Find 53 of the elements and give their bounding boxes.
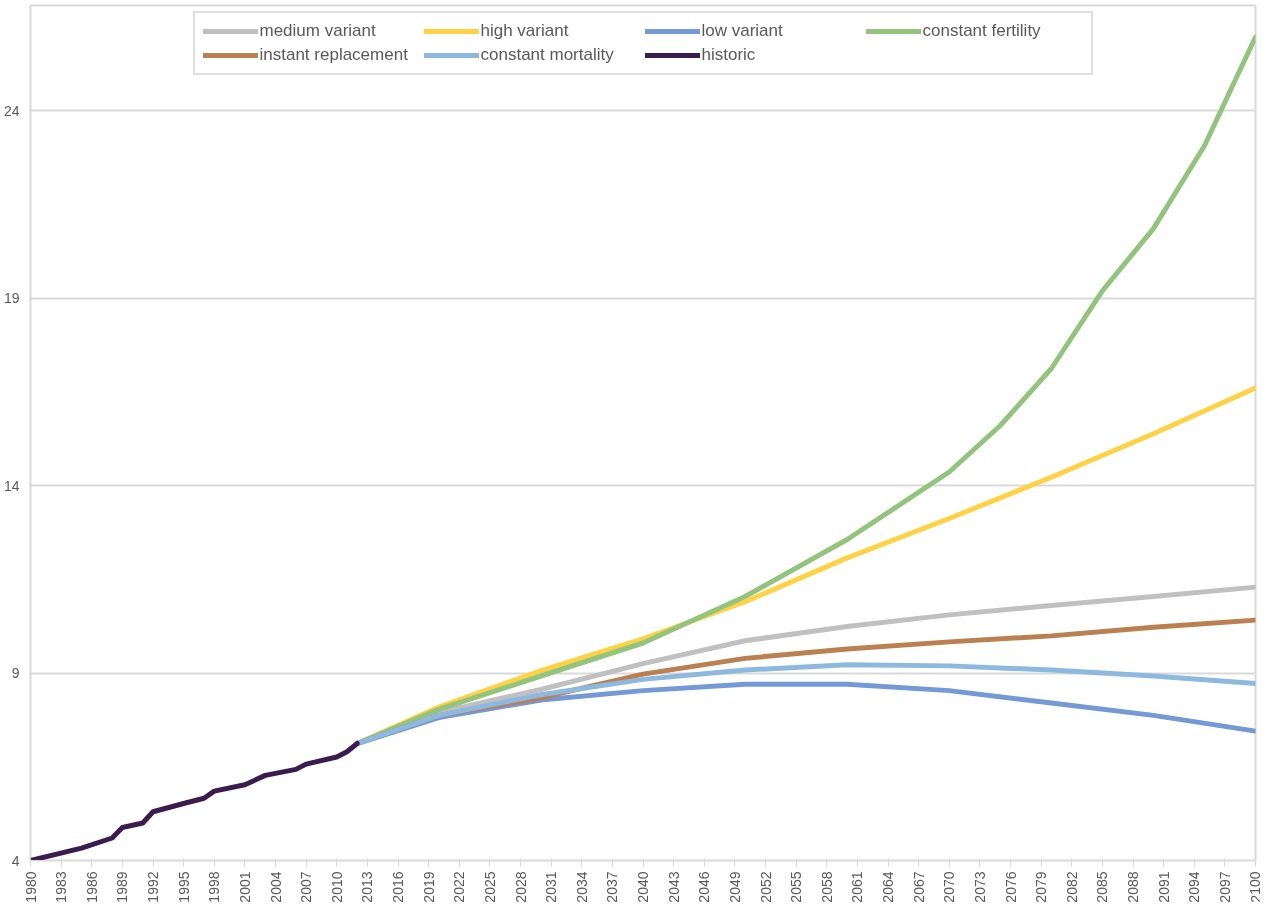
x-tick-label: 2058 <box>818 871 835 903</box>
x-tick-label: 2013 <box>359 871 376 903</box>
x-tick-label: 2052 <box>757 871 774 903</box>
y-tick-label: 4 <box>11 852 20 869</box>
x-tick-label: 2016 <box>390 871 406 903</box>
x-tick-label: 2100 <box>1247 871 1264 903</box>
x-tick-label: 2070 <box>941 871 958 903</box>
x-tick-label: 2079 <box>1033 871 1050 903</box>
legend-label: constant fertility <box>922 21 1042 41</box>
x-tick-label: 2022 <box>451 871 468 903</box>
x-tick-label: 1980 <box>22 871 39 903</box>
x-tick-label: 1992 <box>145 871 161 903</box>
x-tick-label: 2085 <box>1094 871 1111 903</box>
x-tick-label: 2067 <box>910 871 927 903</box>
x-tick-label: 2073 <box>971 871 988 903</box>
x-tick-label: 2007 <box>298 871 315 903</box>
x-tick-label: 2097 <box>1216 871 1233 903</box>
x-tick-label: 1986 <box>83 871 100 903</box>
x-tick-label: 2046 <box>696 871 713 903</box>
legend-label: medium variant <box>259 21 377 41</box>
x-tick-label: 2094 <box>1186 871 1203 903</box>
legend-label: instant replacement <box>259 45 409 65</box>
x-tick-label: 1983 <box>53 871 70 903</box>
y-tick-label: 19 <box>3 290 20 306</box>
x-tick-label: 2004 <box>267 871 284 903</box>
y-tick-label: 14 <box>3 477 20 494</box>
x-tick-label: 2025 <box>481 871 498 903</box>
x-tick-label: 2061 <box>849 871 866 903</box>
y-tick-label: 9 <box>11 665 20 681</box>
x-tick-label: 1989 <box>114 871 131 903</box>
legend-label: historic <box>701 45 757 65</box>
x-tick-label: 2034 <box>573 871 590 903</box>
x-tick-label: 2088 <box>1125 871 1141 903</box>
x-tick-label: 2040 <box>635 871 651 903</box>
x-tick-label: 2049 <box>726 871 743 903</box>
x-tick-label: 2028 <box>512 871 529 903</box>
x-tick-label: 2082 <box>1063 871 1080 903</box>
legend-label: high variant <box>480 21 570 41</box>
x-tick-label: 2055 <box>788 871 805 903</box>
x-tick-label: 2019 <box>420 871 437 903</box>
x-tick-label: 2001 <box>236 871 253 903</box>
x-tick-label: 2010 <box>328 871 345 903</box>
legend-label: low variant <box>701 21 784 41</box>
y-tick-label: 24 <box>3 102 20 119</box>
x-tick-label: 2091 <box>1155 871 1172 903</box>
x-tick-label: 2043 <box>665 871 682 903</box>
x-tick-label: 1998 <box>206 871 223 903</box>
legend-label: constant mortality <box>480 45 615 65</box>
x-tick-label: 2031 <box>543 871 560 903</box>
x-tick-label: 1995 <box>175 871 192 903</box>
x-tick-label: 2064 <box>880 871 896 903</box>
x-tick-label: 2076 <box>1002 871 1019 903</box>
x-tick-label: 2037 <box>604 871 621 903</box>
